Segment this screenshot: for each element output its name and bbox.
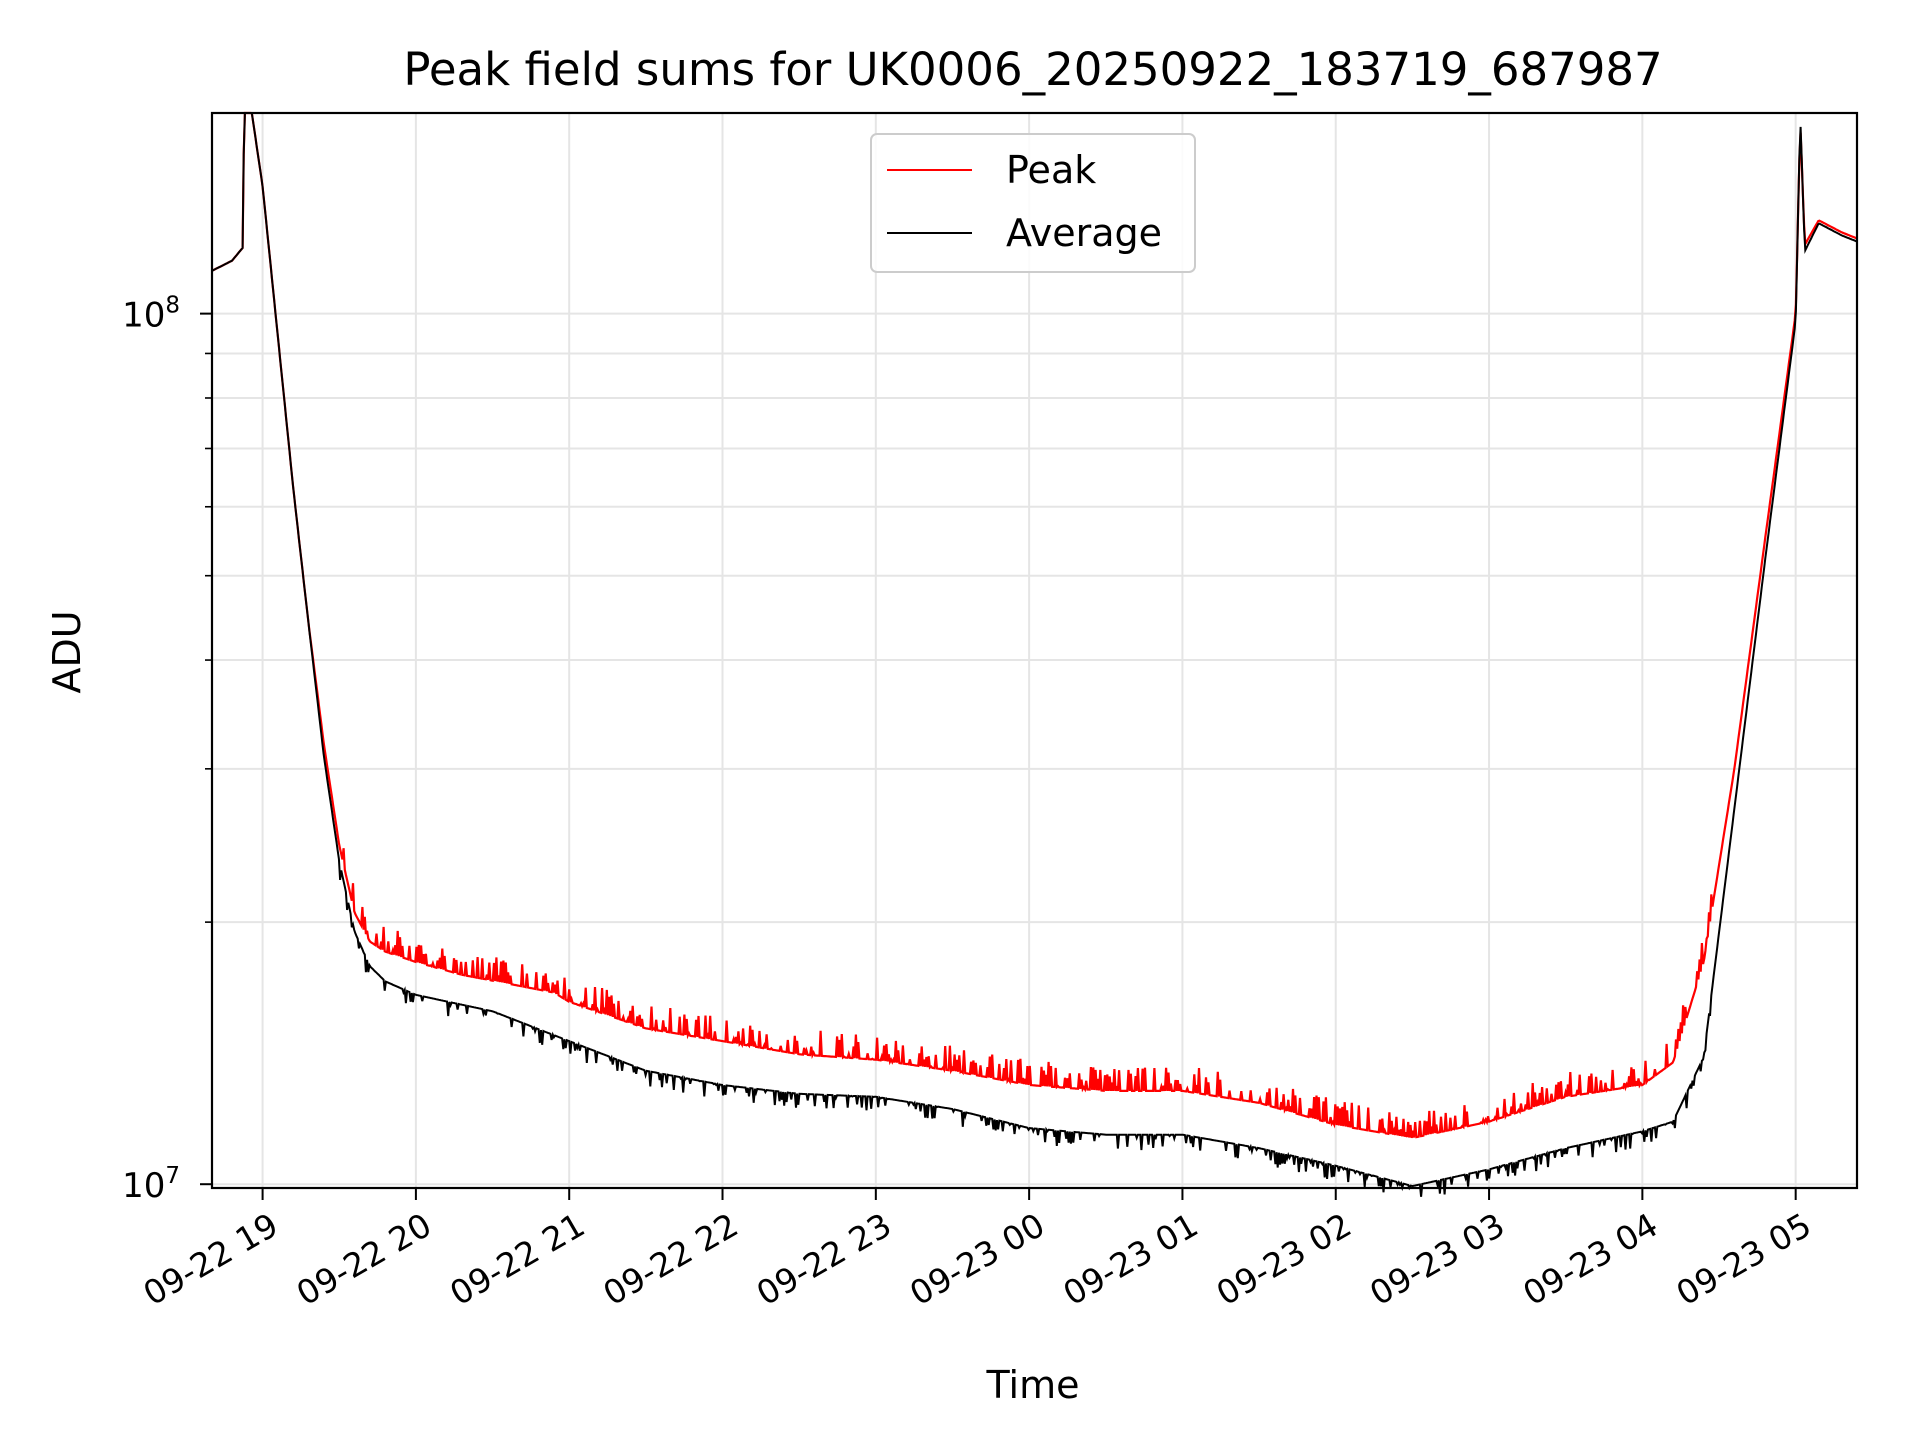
legend-average-label: Average xyxy=(1006,211,1162,255)
y-tick-label: 108 xyxy=(122,293,180,336)
plot-frame xyxy=(210,111,1859,1190)
legend-box xyxy=(870,133,1196,273)
x-axis-label: Time xyxy=(986,1363,1080,1407)
y-tick-label: 107 xyxy=(122,1163,180,1206)
series-line-average xyxy=(211,112,1858,1197)
tick-marks xyxy=(200,312,1797,1200)
y-tick-labels: 107 108 xyxy=(122,293,180,1207)
legend: Peak Average xyxy=(870,133,1196,273)
chart-title: Peak field sums for UK0006_20250922_1837… xyxy=(403,43,1662,96)
legend-peak-label: Peak xyxy=(1006,148,1096,192)
series-line-peak xyxy=(211,111,1858,1139)
grid xyxy=(212,113,1857,1188)
series-group xyxy=(211,111,1858,1197)
y-axis-label: ADU xyxy=(45,610,89,693)
